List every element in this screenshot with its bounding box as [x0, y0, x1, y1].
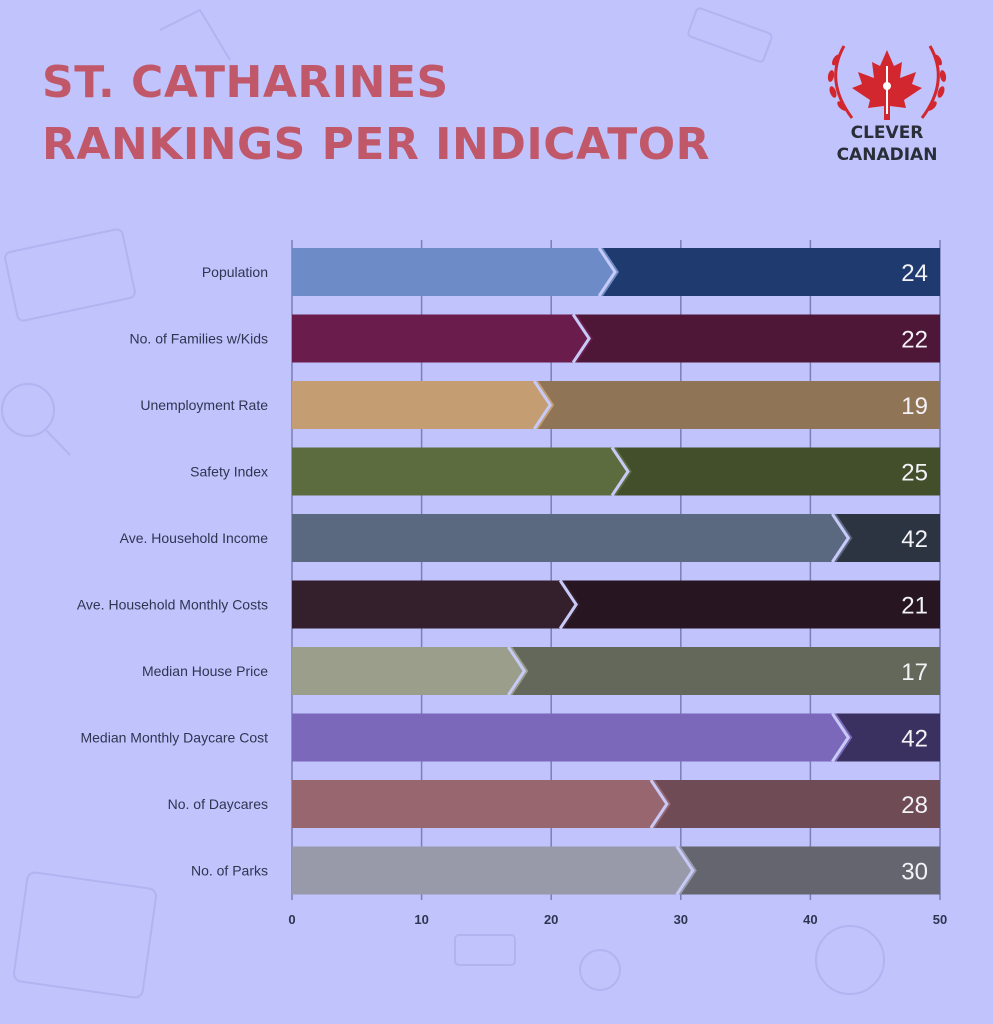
clever-canadian-logo: CLEVER CANADIAN: [822, 36, 952, 166]
bar: [292, 647, 529, 695]
bar-chevron: [597, 247, 617, 297]
bar-chevron: [831, 712, 851, 763]
bar-chevron: [831, 513, 851, 563]
bar: [292, 514, 853, 562]
data-label: 24: [901, 260, 928, 287]
data-label: 22: [901, 327, 928, 354]
bar-chevron: [507, 646, 527, 696]
bar-chevron: [571, 313, 591, 364]
bar-chevron: [532, 380, 553, 430]
category-label: No. of Parks: [191, 863, 268, 879]
bar: [292, 447, 632, 496]
bar-chevron: [649, 779, 669, 829]
page-title: ST. CATHARINES RANKINGS PER INDICATOR: [42, 52, 710, 176]
data-label: 25: [901, 460, 928, 487]
data-label: 19: [901, 393, 928, 420]
x-tick-label: 40: [803, 912, 817, 927]
logo-text-line-1: CLEVER: [850, 123, 924, 143]
bar: [292, 314, 594, 363]
bar: [292, 780, 671, 828]
maple-leaf-laurel-icon: [827, 45, 947, 120]
bar: [292, 248, 620, 296]
category-label: Ave. Household Income: [120, 530, 269, 546]
data-label: 21: [901, 593, 928, 620]
category-label: Median House Price: [142, 663, 268, 679]
x-tick-label: 30: [674, 912, 688, 927]
category-label: Median Monthly Daycare Cost: [80, 730, 268, 746]
x-tick-label: 10: [414, 912, 428, 927]
category-label: Ave. Household Monthly Costs: [77, 597, 268, 613]
bar-chevron: [610, 446, 630, 497]
category-label: No. of Daycares: [168, 796, 268, 812]
bar: [292, 713, 853, 762]
bar: [292, 580, 581, 629]
category-label: No. of Families w/Kids: [130, 331, 268, 347]
data-label: 42: [901, 526, 928, 553]
bar-chevron: [558, 579, 578, 630]
data-label: 28: [901, 792, 928, 819]
x-tick-label: 20: [544, 912, 558, 927]
title-line-1: ST. CATHARINES: [42, 57, 449, 108]
data-label: 30: [901, 859, 928, 886]
data-label: 42: [901, 726, 928, 753]
bar: [292, 846, 697, 895]
category-label: Safety Index: [190, 464, 268, 480]
x-tick-label: 0: [288, 912, 295, 927]
data-label: 17: [901, 659, 928, 686]
bar: [292, 381, 555, 429]
title-line-2: RANKINGS PER INDICATOR: [42, 119, 710, 170]
x-tick-label: 50: [933, 912, 947, 927]
category-label: Unemployment Rate: [140, 397, 268, 413]
category-label: Population: [202, 264, 268, 280]
bar-chevron: [675, 845, 695, 896]
logo-text-line-2: CANADIAN: [836, 145, 938, 165]
